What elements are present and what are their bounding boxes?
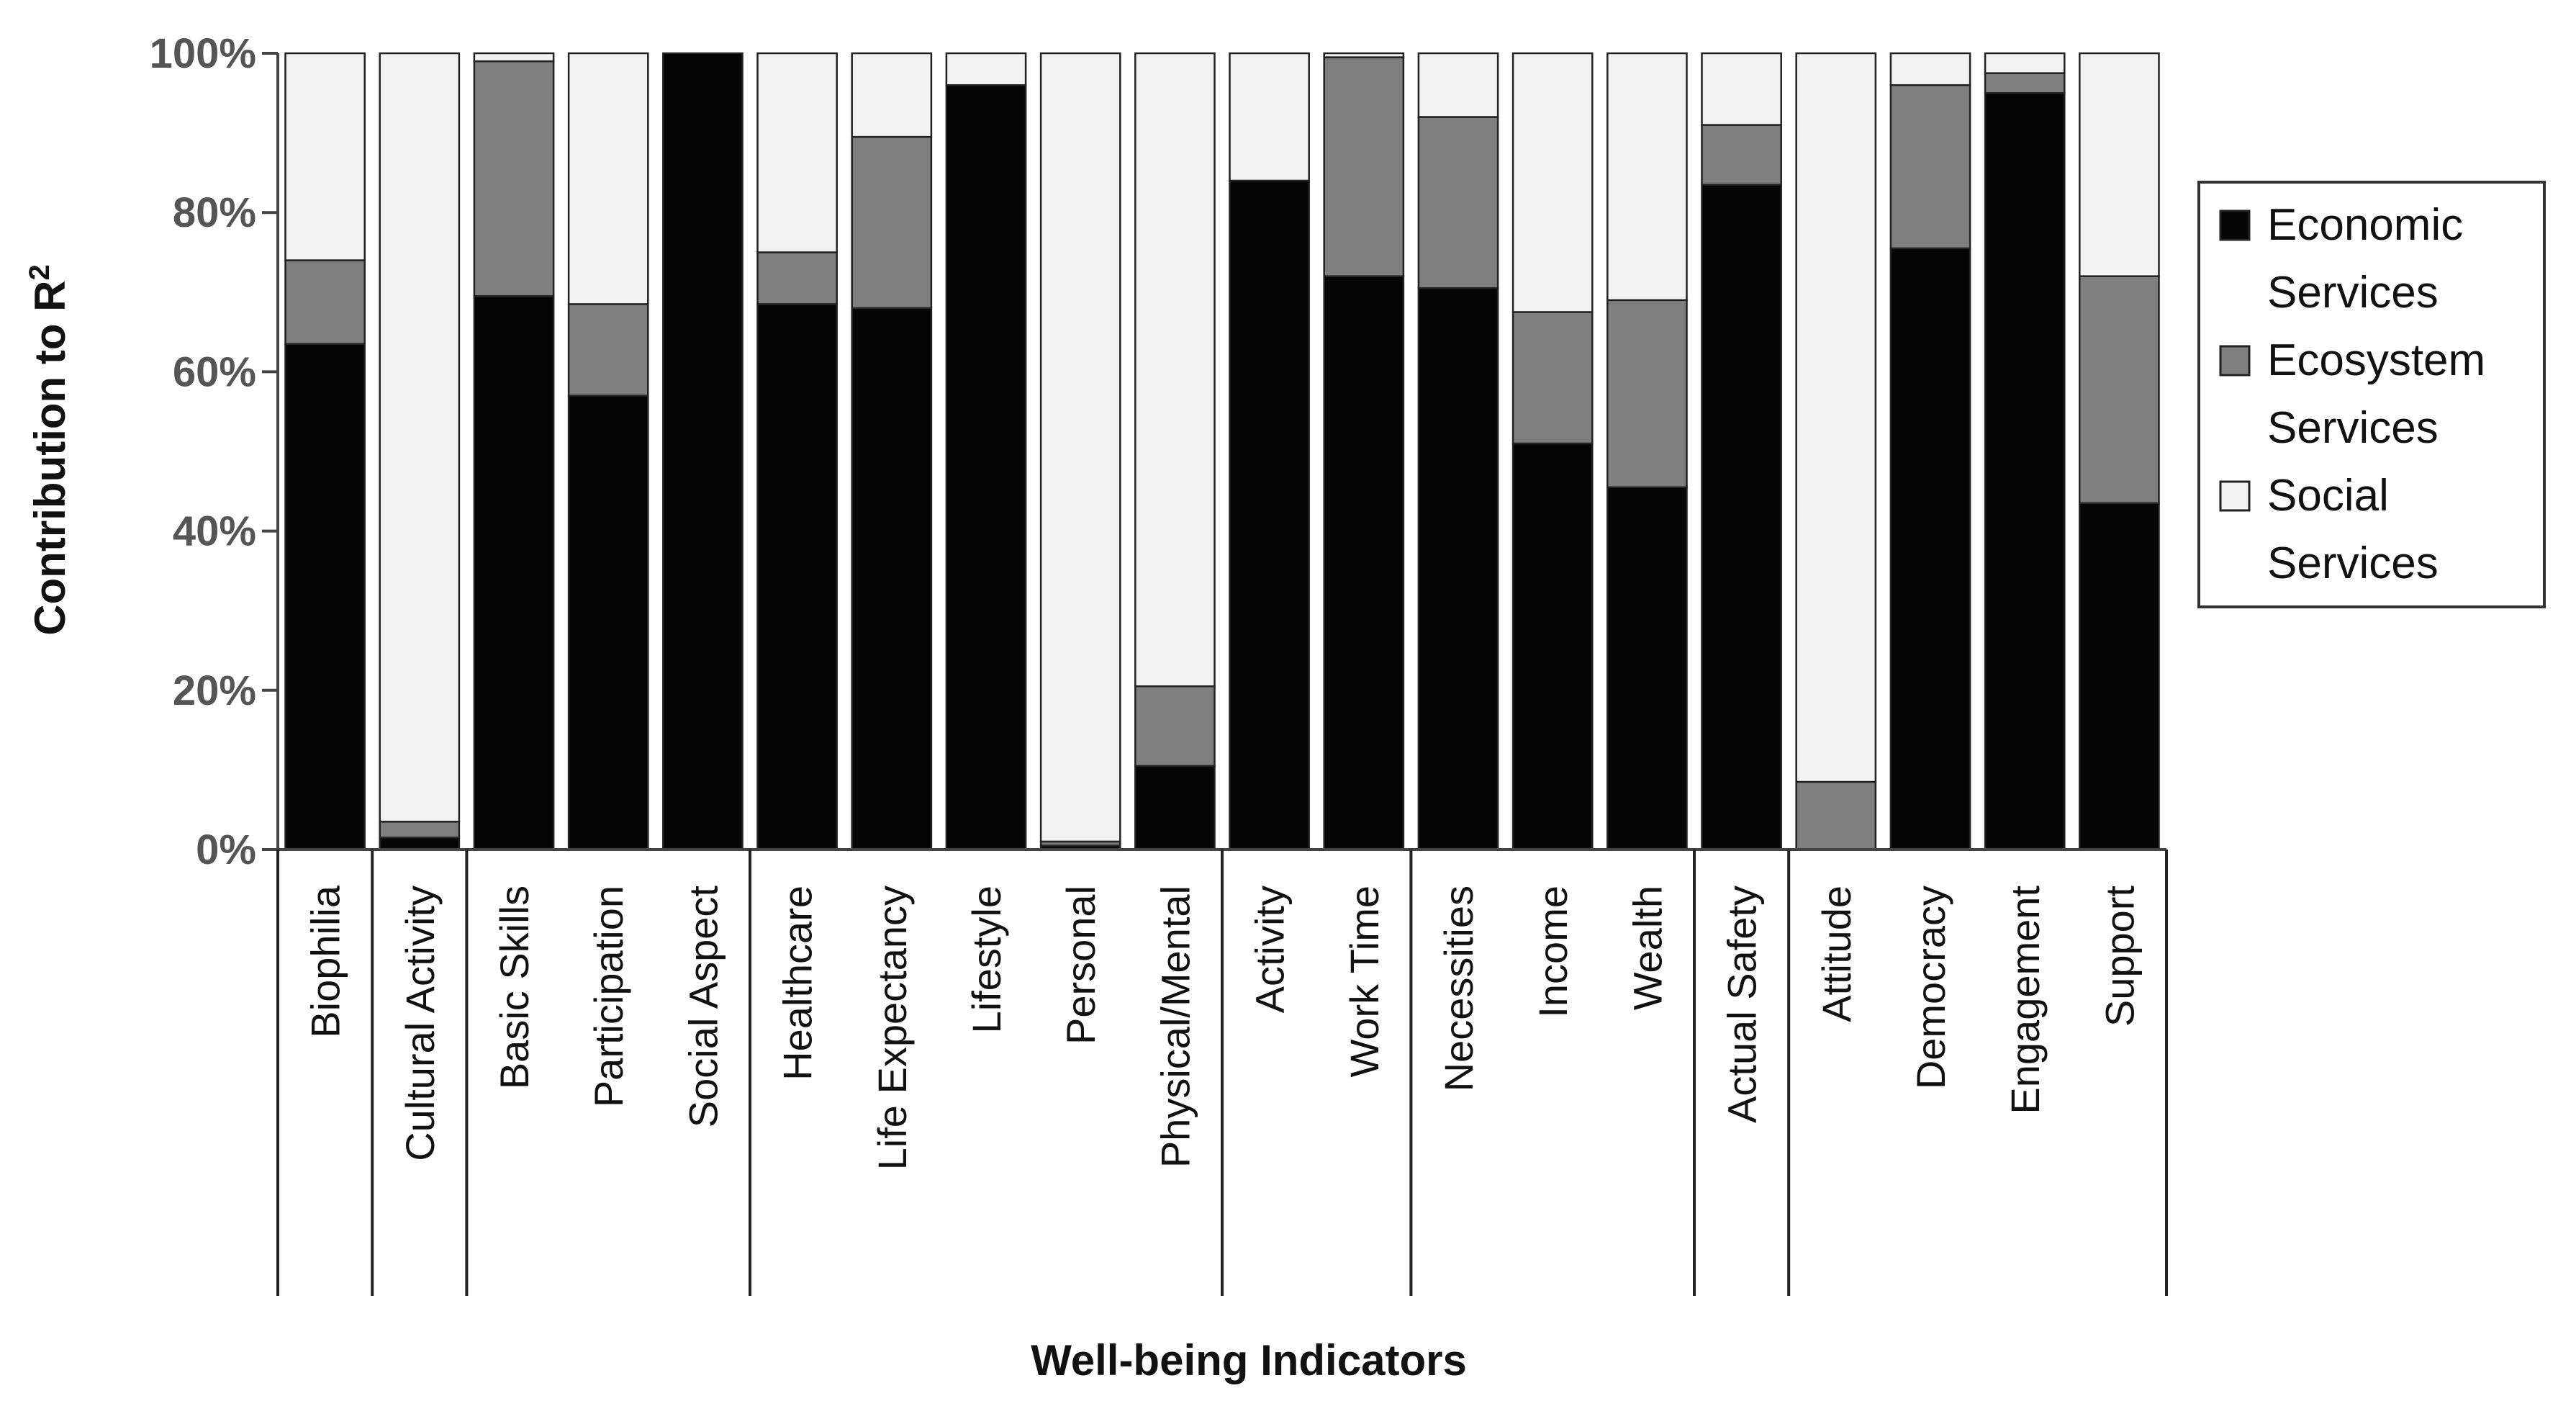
x-tick-label: Social Aspect [680, 886, 726, 1128]
legend-label: Services [2267, 539, 2439, 588]
x-tick-label: Biophilia [303, 885, 348, 1038]
bar-segment-economic [1323, 275, 1405, 851]
x-tick-label: Physical/Mental [1152, 886, 1198, 1168]
bar-segment-ecosystem [473, 60, 555, 297]
y-tick-label: 80% [173, 189, 256, 236]
bar-segment-economic [1701, 184, 1782, 851]
bar-segment-social [1417, 52, 1499, 118]
bar-segment-social [945, 52, 1027, 86]
bar-segment-economic [567, 395, 649, 851]
bars [284, 52, 2160, 851]
bar-segment-ecosystem [1417, 116, 1499, 289]
x-tick-label: Cultural Activity [397, 886, 443, 1161]
bar-segment-ecosystem [2079, 275, 2160, 505]
x-axis: Biophilia Cultural Activity Basic Skills Pa… [276, 848, 2168, 1296]
y-tick-label: 60% [173, 348, 256, 395]
bar-segment-social [1984, 52, 2066, 74]
bar-segment-social [2079, 52, 2160, 277]
y-axis-title-text: Contribution to R [26, 281, 74, 636]
legend-label: Services [2267, 403, 2439, 453]
bar-segment-social [1039, 52, 1121, 843]
bar-segment-ecosystem [1701, 124, 1782, 186]
bar-segment-ecosystem [851, 135, 933, 310]
bar-segment-ecosystem [1323, 56, 1405, 277]
bar-segment-social [1606, 52, 1688, 302]
bar-segment-economic [1606, 486, 1688, 851]
bar-segment-economic [2079, 502, 2160, 851]
bar-segment-economic [1134, 765, 1216, 851]
x-tick-label: Healthcare [775, 886, 821, 1081]
x-tick-label: Work Time [1342, 886, 1387, 1078]
y-tick-label: 100% [150, 30, 256, 77]
bar-segment-social [1889, 52, 1971, 86]
bar-segment-economic [756, 303, 838, 851]
legend-swatch [2219, 480, 2251, 512]
bar-segment-social [1511, 52, 1594, 313]
y-tick-label: 20% [173, 667, 256, 714]
bar-segment-social [379, 52, 461, 823]
bar-segment-social [473, 52, 555, 63]
x-tick-label: Attitude [1814, 886, 1859, 1022]
bar-segment-economic [284, 343, 366, 851]
bar-segment-economic [945, 84, 1027, 851]
bar-segment-ecosystem [1889, 84, 1971, 250]
x-tick-label: Necessities [1436, 886, 1481, 1091]
legend-label: Economic [2267, 200, 2463, 250]
bar-segment-economic [1229, 179, 1310, 851]
x-tick-label: Wealth [1624, 886, 1670, 1010]
y-tick-label: 0% [196, 826, 256, 873]
bar-segment-ecosystem [756, 251, 838, 305]
bar-segment-economic [1417, 287, 1499, 851]
bar-segment-social [284, 52, 366, 261]
legend-label: Services [2267, 268, 2439, 317]
x-tick-label: Basic Skills [492, 886, 537, 1089]
x-tick-label: Democracy [1908, 886, 1953, 1089]
bar-segment-economic [1984, 92, 2066, 851]
bar-segment-economic [662, 52, 744, 851]
x-tick-label: Support [2097, 886, 2142, 1027]
y-axis-title-superscript: 2 [24, 264, 55, 280]
bar-segment-economic [1889, 247, 1971, 851]
y-axis: 0% 20% 40% 60% 80% 100% [150, 30, 279, 873]
legend-swatch [2219, 345, 2251, 377]
legend-label: Ecosystem [2267, 335, 2485, 385]
bar-segment-social [1701, 52, 1782, 126]
bar-segment-social [567, 52, 649, 305]
bar-segment-social [1134, 52, 1216, 688]
x-tick-label: Income [1530, 886, 1576, 1018]
bar-segment-social [851, 52, 933, 138]
bar-segment-social [1229, 52, 1310, 182]
bar-segment-ecosystem [1511, 311, 1594, 445]
bar-segment-economic [1511, 442, 1594, 851]
bar-segment-ecosystem [1606, 299, 1688, 489]
bar-segment-ecosystem [1984, 72, 2066, 94]
y-axis-title: Contribution to R2 [24, 264, 74, 635]
bar-segment-ecosystem [567, 303, 649, 397]
x-tick-label: Life Expectancy [869, 886, 915, 1170]
legend-label: Social [2267, 471, 2389, 521]
bar-segment-social [1795, 52, 1877, 783]
x-tick-label: Engagement [2002, 886, 2048, 1114]
bar-segment-ecosystem [1795, 780, 1877, 851]
bar-segment-ecosystem [379, 821, 461, 839]
y-tick-label: 40% [173, 508, 256, 555]
legend-box [2197, 181, 2546, 608]
x-tick-label: Actual Safety [1719, 886, 1765, 1123]
x-tick-label: Personal [1058, 886, 1103, 1045]
legend-swatch [2219, 210, 2251, 241]
bar-segment-ecosystem [1134, 685, 1216, 767]
bar-segment-social [1323, 52, 1405, 58]
x-tick-label: Participation [586, 886, 631, 1107]
x-axis-title: Well-being Indicators [1031, 1336, 1467, 1384]
bar-segment-economic [379, 837, 461, 851]
x-tick-label: Activity [1247, 886, 1293, 1013]
legend: Economic Services Ecosystem Services Social S… [2197, 181, 2546, 608]
x-tick-label: Lifestyle [964, 886, 1009, 1033]
bar-segment-economic [851, 307, 933, 851]
bar-segment-social [756, 52, 838, 253]
bar-segment-ecosystem [284, 259, 366, 345]
bar-segment-economic [473, 295, 555, 851]
